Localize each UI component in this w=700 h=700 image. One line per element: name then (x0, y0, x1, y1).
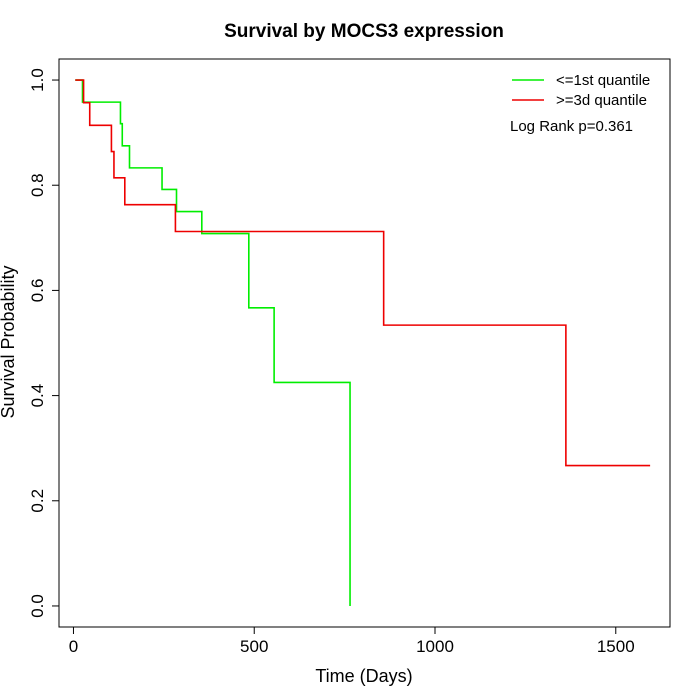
x-tick-label: 500 (240, 637, 268, 656)
legend-label: >=3d quantile (556, 92, 647, 109)
y-tick-label: 1.0 (28, 68, 47, 92)
x-axis: 0 500 1000 1500 (69, 627, 635, 656)
x-tick-label: 1500 (597, 637, 635, 656)
logrank-annotation: Log Rank p=0.361 (510, 118, 633, 135)
y-tick-label: 0.8 (28, 173, 47, 197)
x-axis-label: Time (Days) (315, 666, 412, 686)
chart-title: Survival by MOCS3 expression (224, 21, 504, 42)
legend-label: <=1st quantile (556, 72, 650, 89)
y-tick-label: 0.2 (28, 489, 47, 513)
x-tick-label: 0 (69, 637, 78, 656)
plot-frame (58, 58, 671, 628)
survival-curve-series-2 (75, 79, 651, 467)
y-axis-label: Survival Probability (0, 265, 18, 418)
survival-curve-series-1 (75, 79, 351, 606)
y-axis: 0.0 0.2 0.4 0.6 0.8 1.0 (28, 68, 59, 618)
y-tick-label: 0.4 (28, 384, 47, 408)
series-layer (75, 79, 651, 606)
legend: <=1st quantile >=3d quantile (512, 72, 650, 109)
y-tick-label: 0.0 (28, 594, 47, 618)
x-tick-label: 1000 (416, 637, 454, 656)
y-tick-label: 0.6 (28, 279, 47, 303)
